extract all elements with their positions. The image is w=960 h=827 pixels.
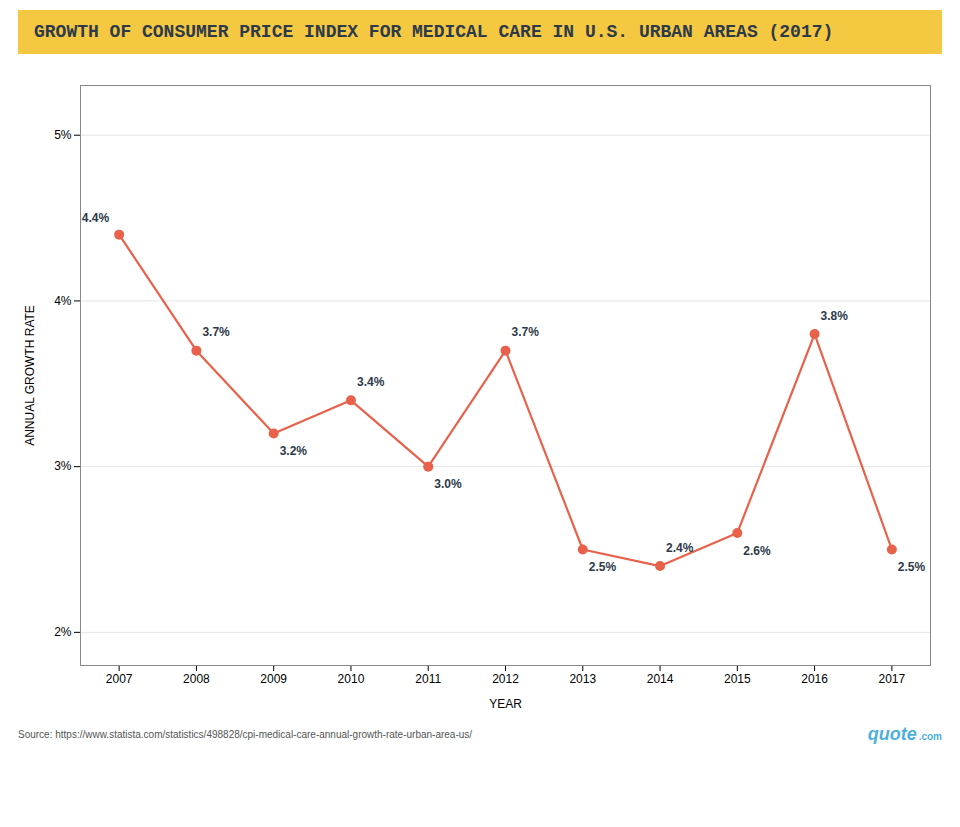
svg-text:2017: 2017 xyxy=(879,672,906,686)
svg-text:2010: 2010 xyxy=(338,672,365,686)
svg-text:2013: 2013 xyxy=(569,672,596,686)
svg-text:2007: 2007 xyxy=(106,672,133,686)
svg-text:3.7%: 3.7% xyxy=(512,326,540,340)
svg-text:3%: 3% xyxy=(54,460,72,474)
svg-text:4%: 4% xyxy=(54,294,72,308)
svg-text:2%: 2% xyxy=(54,625,72,639)
svg-text:2.6%: 2.6% xyxy=(743,544,771,558)
svg-text:2.4%: 2.4% xyxy=(666,541,694,555)
svg-text:2.5%: 2.5% xyxy=(898,561,926,575)
svg-text:3.2%: 3.2% xyxy=(280,445,308,459)
svg-text:3.0%: 3.0% xyxy=(434,478,462,492)
html-text:quote.com: quote.com xyxy=(867,724,942,745)
svg-text:YEAR: YEAR xyxy=(489,697,522,711)
html-text:GROWTH OF CONSUMER PRICE INDEX: GROWTH OF CONSUMER PRICE INDEX FOR MEDIC… xyxy=(34,22,834,42)
html-text:Source: https://www.statista.c: Source: https://www.statista.com/statist… xyxy=(18,729,473,741)
svg-text:2014: 2014 xyxy=(647,672,674,686)
svg-text:2012: 2012 xyxy=(492,672,519,686)
svg-text:2.5%: 2.5% xyxy=(589,561,617,575)
svg-text:3.4%: 3.4% xyxy=(357,375,385,389)
svg-text:4.4%: 4.4% xyxy=(82,212,110,226)
svg-text:2015: 2015 xyxy=(724,672,751,686)
svg-text:5%: 5% xyxy=(54,128,72,142)
svg-text:3.8%: 3.8% xyxy=(821,309,849,323)
svg-text:ANNUAL GROWTH RATE: ANNUAL GROWTH RATE xyxy=(23,305,37,446)
svg-text:2008: 2008 xyxy=(183,672,210,686)
svg-text:2009: 2009 xyxy=(260,672,287,686)
svg-text:2016: 2016 xyxy=(801,672,828,686)
svg-text:2011: 2011 xyxy=(415,672,441,686)
svg-text:3.7%: 3.7% xyxy=(202,326,230,340)
